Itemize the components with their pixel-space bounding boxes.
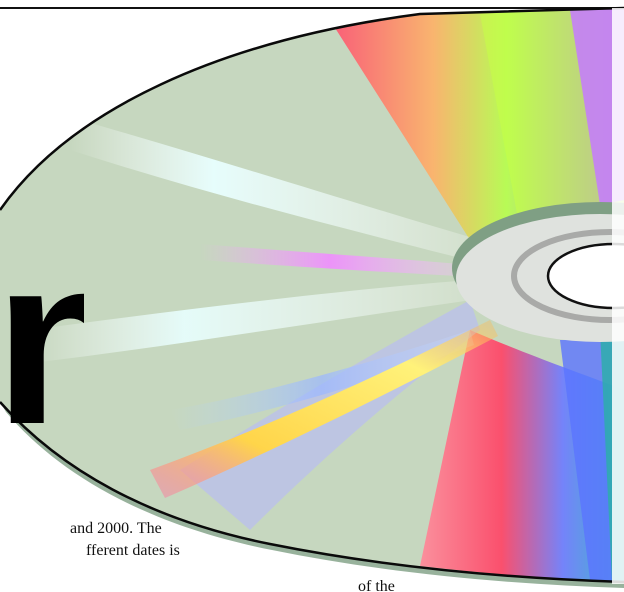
top-rule [0, 7, 624, 9]
body-text-line-2: fferent dates is [86, 542, 180, 559]
body-text-line-1: and 2000. The [70, 520, 162, 537]
body-text-line-3: of the [358, 578, 395, 592]
large-letter-graphic: n [0, 250, 84, 430]
